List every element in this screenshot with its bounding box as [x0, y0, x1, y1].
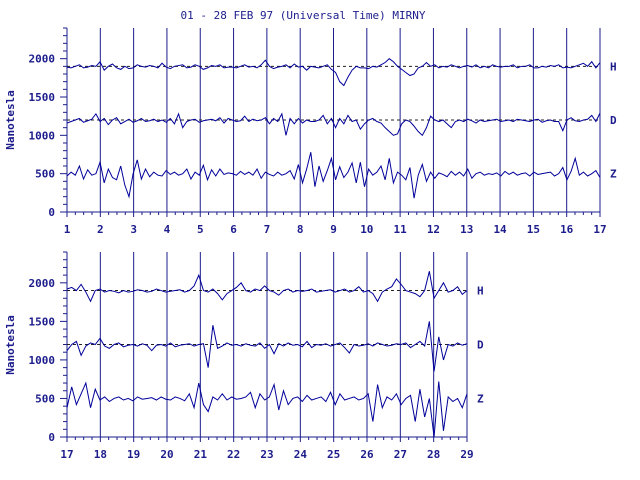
x-tick-label: 6 [230, 223, 237, 236]
y-tick-label: 1500 [29, 91, 56, 104]
x-tick-label: 25 [327, 448, 340, 461]
x-tick-label: 1 [64, 223, 71, 236]
x-tick-label: 17 [60, 448, 73, 461]
x-tick-label: 2 [97, 223, 104, 236]
y-tick-label: 500 [35, 168, 55, 181]
y-tick-label: 2000 [29, 277, 56, 290]
x-tick-label: 14 [493, 223, 507, 236]
y-tick-label: 500 [35, 392, 55, 405]
chart-title: 01 - 28 FEB 97 (Universal Time) MIRNY [180, 9, 425, 22]
x-tick-label: 19 [127, 448, 140, 461]
series-label-d: D [477, 339, 484, 352]
x-tick-label: 16 [560, 223, 574, 236]
x-tick-label: 9 [330, 223, 337, 236]
y-tick-label: 0 [48, 431, 55, 444]
x-tick-label: 11 [394, 223, 408, 236]
x-tick-label: 8 [297, 223, 304, 236]
series-h-trace [66, 58, 601, 87]
x-tick-label: 27 [394, 448, 407, 461]
x-tick-label: 3 [130, 223, 137, 236]
x-tick-label: 15 [527, 223, 540, 236]
x-tick-label: 7 [264, 223, 271, 236]
y-axis-label: Nanotesla [4, 90, 17, 150]
x-tick-label: 13 [460, 223, 473, 236]
panel-bottom: 0 500 1000 1500 2000 17 18 19 20 21 22 23 24 25 26 27 28… [4, 251, 484, 461]
x-tick-label: 23 [260, 448, 273, 461]
y-tick-label: 0 [48, 206, 55, 219]
series-d-trace [66, 112, 601, 137]
x-tick-label: 26 [360, 448, 374, 461]
y-axis-label: Nanotesla [4, 315, 17, 375]
series-label-z: Z [610, 168, 617, 181]
y-tick-label: 1000 [29, 129, 56, 142]
x-tick-label: 28 [427, 448, 440, 461]
x-tick-label: 5 [197, 223, 204, 236]
x-tick-label: 18 [94, 448, 107, 461]
series-label-h: H [477, 285, 484, 298]
series-d-trace [66, 321, 468, 372]
x-tick-label: 10 [360, 223, 373, 236]
series-label-h: H [610, 60, 617, 73]
series-z-trace [66, 381, 468, 438]
x-tick-label: 20 [160, 448, 173, 461]
x-tick-label: 22 [227, 448, 240, 461]
y-tick-label: 1500 [29, 315, 56, 328]
x-tick-label: 17 [593, 223, 606, 236]
x-tick-label: 24 [294, 448, 308, 461]
series-label-d: D [610, 114, 617, 127]
x-tick-label: 29 [460, 448, 473, 461]
series-label-z: Z [477, 392, 484, 405]
y-tick-label: 1000 [29, 354, 56, 367]
y-tick-label: 2000 [29, 53, 56, 66]
x-tick-label: 4 [164, 223, 171, 236]
series-h-trace [66, 271, 468, 303]
series-z-trace [66, 152, 601, 199]
x-tick-label: 21 [194, 448, 208, 461]
x-tick-label: 12 [427, 223, 440, 236]
